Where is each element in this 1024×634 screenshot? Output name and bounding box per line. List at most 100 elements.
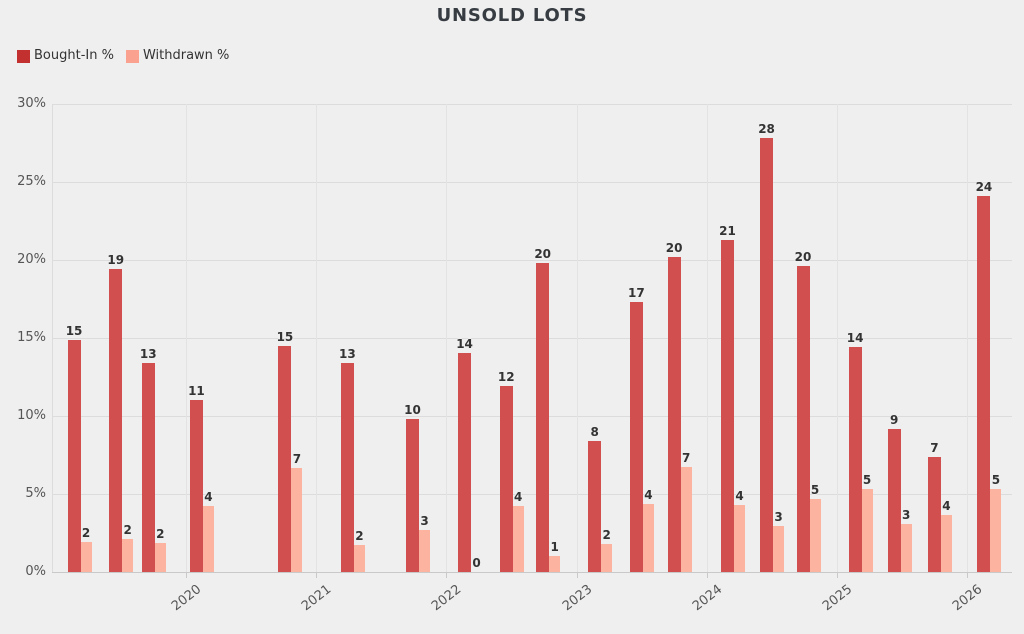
bar-value-label-bought-in: 14 bbox=[456, 336, 473, 351]
bar-value-label-withdrawn: 4 bbox=[735, 488, 744, 503]
y-gridline bbox=[52, 337, 1012, 339]
x-axis-tick-label: 2024 bbox=[689, 582, 725, 615]
bar-withdrawn bbox=[900, 524, 912, 572]
x-axis-tick bbox=[967, 573, 969, 578]
bar-bought-in bbox=[141, 362, 155, 572]
bar-value-label-withdrawn: 2 bbox=[123, 523, 132, 538]
bar-withdrawn bbox=[642, 504, 654, 572]
bar-value-label-bought-in: 20 bbox=[534, 247, 552, 262]
bar-value-label-withdrawn: 4 bbox=[204, 490, 213, 505]
y-gridline bbox=[52, 493, 1012, 495]
bar-value-label-withdrawn: 5 bbox=[862, 473, 872, 488]
bar-value-label-withdrawn: 4 bbox=[644, 488, 653, 503]
legend-label-withdrawn: Withdrawn % bbox=[142, 48, 230, 63]
bar-value-label-bought-in: 24 bbox=[975, 180, 993, 195]
bar-value-label-withdrawn: 3 bbox=[901, 508, 911, 523]
bar-bought-in bbox=[189, 400, 203, 572]
bar-value-label-bought-in: 20 bbox=[665, 240, 683, 255]
bar-withdrawn bbox=[773, 525, 785, 572]
x-axis-tick bbox=[446, 573, 448, 578]
bar-withdrawn bbox=[353, 545, 365, 572]
x-axis-tick bbox=[576, 573, 578, 578]
y-gridline bbox=[52, 259, 1012, 261]
bar-bought-in bbox=[458, 352, 472, 572]
bar-value-label-withdrawn: 0 bbox=[472, 556, 481, 570]
bar-bought-in bbox=[760, 137, 774, 572]
x-axis-tick bbox=[706, 573, 708, 578]
bar-bought-in bbox=[796, 266, 810, 572]
bar-value-label-withdrawn: 2 bbox=[156, 527, 165, 542]
y-axis-tick-label: 10% bbox=[17, 408, 46, 423]
bar-bought-in bbox=[927, 457, 941, 572]
bar-value-label-bought-in: 11 bbox=[188, 384, 205, 399]
bar-bought-in bbox=[721, 239, 735, 572]
x-axis-tick bbox=[316, 573, 318, 578]
bar-value-label-bought-in: 8 bbox=[590, 424, 599, 439]
x-gridline bbox=[186, 104, 187, 572]
bar-value-label-bought-in: 28 bbox=[758, 121, 775, 136]
y-axis-tick-label: 25% bbox=[17, 174, 46, 189]
bar-withdrawn bbox=[291, 468, 303, 572]
bar-value-label-withdrawn: 7 bbox=[292, 452, 302, 467]
x-gridline bbox=[576, 104, 578, 572]
legend-label-bought-in: Bought-In % bbox=[34, 48, 114, 63]
y-axis-tick-label: 15% bbox=[17, 330, 46, 345]
bar-value-label-withdrawn: 2 bbox=[602, 527, 611, 542]
legend: Bought-In % Withdrawn % bbox=[17, 48, 229, 64]
bar-value-label-bought-in: 15 bbox=[276, 329, 294, 344]
bar-bought-in bbox=[278, 345, 292, 572]
bar-value-label-bought-in: 15 bbox=[65, 323, 83, 338]
bar-withdrawn bbox=[512, 506, 524, 572]
x-gridline bbox=[446, 104, 448, 572]
bar-value-label-bought-in: 20 bbox=[794, 250, 812, 265]
bar-bought-in bbox=[109, 269, 123, 572]
bar-value-label-bought-in: 13 bbox=[339, 346, 356, 361]
bar-value-label-bought-in: 21 bbox=[719, 223, 736, 238]
y-gridline bbox=[52, 415, 1012, 417]
bar-value-label-withdrawn: 1 bbox=[550, 539, 559, 554]
y-axis-tick-label: 30% bbox=[17, 96, 46, 111]
y-axis-tick-label: 5% bbox=[25, 486, 46, 501]
legend-swatch-withdrawn bbox=[125, 49, 139, 63]
bar-withdrawn bbox=[734, 504, 746, 572]
bar-value-label-bought-in: 10 bbox=[404, 403, 421, 418]
bar-value-label-withdrawn: 5 bbox=[991, 472, 1001, 487]
bar-bought-in bbox=[536, 263, 550, 572]
bar-withdrawn bbox=[122, 539, 134, 572]
x-gridline bbox=[706, 104, 708, 572]
bar-bought-in bbox=[667, 256, 681, 572]
bar-value-label-withdrawn: 2 bbox=[81, 526, 91, 541]
legend-item-withdrawn: Withdrawn % bbox=[125, 48, 230, 64]
bar-value-label-bought-in: 9 bbox=[889, 413, 899, 428]
legend-swatch-bought-in bbox=[17, 49, 30, 63]
bar-bought-in bbox=[977, 196, 991, 572]
bar-value-label-bought-in: 17 bbox=[628, 286, 645, 301]
x-axis-tick-label: 2022 bbox=[429, 582, 465, 615]
bar-bought-in bbox=[848, 347, 862, 572]
bar-withdrawn bbox=[940, 515, 952, 572]
y-gridline bbox=[52, 181, 1012, 183]
bar-value-label-withdrawn: 4 bbox=[514, 490, 523, 505]
bar-withdrawn bbox=[861, 489, 873, 572]
bar-value-label-bought-in: 14 bbox=[846, 331, 864, 346]
bar-value-label-bought-in: 19 bbox=[107, 253, 125, 268]
bar-value-label-withdrawn: 2 bbox=[355, 529, 364, 544]
x-axis-tick-label: 2020 bbox=[168, 582, 205, 615]
bar-bought-in bbox=[340, 362, 354, 572]
bar-bought-in bbox=[406, 419, 419, 572]
bar-withdrawn bbox=[202, 506, 214, 572]
bar-value-label-withdrawn: 3 bbox=[774, 509, 783, 524]
x-axis-tick bbox=[836, 573, 838, 578]
bar-withdrawn bbox=[990, 488, 1002, 572]
x-axis-tick-label: 2026 bbox=[949, 582, 986, 615]
legend-item-bought-in: Bought-In % bbox=[17, 48, 114, 64]
bar-withdrawn bbox=[80, 542, 92, 572]
y-gridline bbox=[52, 103, 1012, 105]
bar-bought-in bbox=[887, 429, 901, 572]
bar-bought-in bbox=[499, 386, 513, 572]
bar-value-label-bought-in: 13 bbox=[139, 346, 157, 361]
bar-value-label-withdrawn: 4 bbox=[942, 499, 951, 514]
x-axis-line bbox=[52, 572, 1012, 573]
